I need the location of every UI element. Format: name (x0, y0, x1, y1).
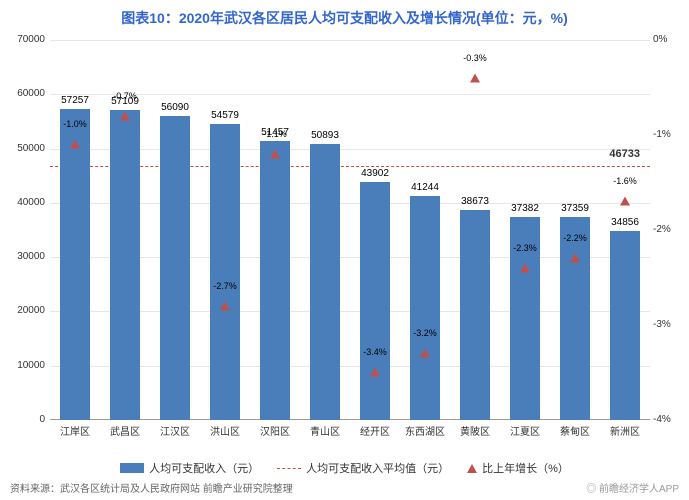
watermark-text: ◎ 前瞻经济学人APP (586, 480, 679, 495)
y-right-tick: -4% (653, 414, 685, 425)
legend-avg-swatch (277, 468, 301, 469)
growth-label: -1.6% (605, 176, 645, 186)
bar-value-label: 37382 (500, 203, 550, 214)
bar (310, 144, 340, 420)
growth-marker (70, 140, 80, 149)
bar-value-label: 41244 (400, 182, 450, 193)
bar (160, 116, 190, 420)
chart-area: 010000200003000040000500006000070000-4%-… (50, 40, 650, 420)
growth-label: -1.1% (255, 129, 295, 139)
bar-group: 51457汉阳区 (253, 40, 298, 420)
legend-avg-label: 人均可支配收入平均值（元） (306, 460, 449, 476)
bar (260, 141, 290, 420)
bar (210, 124, 240, 420)
growth-marker (370, 368, 380, 377)
legend-growth-label: 比上年增长（%） (482, 460, 569, 476)
growth-label: -1.0% (55, 119, 95, 129)
bar-value-label: 34856 (600, 217, 650, 228)
bar-value-label: 54579 (200, 110, 250, 121)
growth-label: -3.2% (405, 328, 445, 338)
x-category-label: 江岸区 (50, 423, 100, 438)
growth-marker (420, 349, 430, 358)
growth-marker (220, 301, 230, 310)
x-category-label: 新洲区 (600, 423, 650, 438)
y-left-tick: 20000 (10, 305, 45, 316)
x-category-label: 洪山区 (200, 423, 250, 438)
y-left-tick: 40000 (10, 197, 45, 208)
bar-value-label: 56090 (150, 102, 200, 113)
growth-label: -2.3% (505, 243, 545, 253)
x-category-label: 汉阳区 (250, 423, 300, 438)
bar-group: 56090江汉区 (153, 40, 198, 420)
x-category-label: 蔡甸区 (550, 423, 600, 438)
growth-marker (520, 263, 530, 272)
bar (560, 217, 590, 420)
y-left-tick: 50000 (10, 143, 45, 154)
source-text: 资料来源：武汉各区统计局及人民政府网站 前瞻产业研究院整理 (10, 480, 293, 495)
x-category-label: 江夏区 (500, 423, 550, 438)
growth-marker (570, 254, 580, 263)
chart-title: 图表10：2020年武汉各区居民人均可支配收入及增长情况(单位：元，%) (0, 0, 689, 28)
legend: 人均可支配收入（元） 人均可支配收入平均值（元） 比上年增长（%） (0, 460, 689, 476)
y-right-tick: 0% (653, 34, 685, 45)
bar (460, 210, 490, 420)
bar-group: 57257江岸区 (53, 40, 98, 420)
bar (60, 109, 90, 420)
growth-label: -3.4% (355, 347, 395, 357)
bar (610, 231, 640, 420)
bar (110, 110, 140, 420)
legend-growth: 比上年增长（%） (467, 460, 569, 476)
y-left-tick: 70000 (10, 34, 45, 45)
x-category-label: 武昌区 (100, 423, 150, 438)
bar-group: 37359蔡甸区 (553, 40, 598, 420)
y-right-tick: -3% (653, 319, 685, 330)
bar-value-label: 37359 (550, 203, 600, 214)
legend-bar-swatch (120, 463, 144, 473)
y-right-tick: -2% (653, 224, 685, 235)
y-left-tick: 60000 (10, 88, 45, 99)
growth-label: -0.3% (455, 53, 495, 63)
legend-bar: 人均可支配收入（元） (120, 460, 259, 476)
legend-growth-swatch (467, 464, 477, 473)
x-category-label: 东西湖区 (400, 423, 450, 438)
bar-group: 34856新洲区 (603, 40, 648, 420)
y-right-tick: -1% (653, 129, 685, 140)
legend-bar-label: 人均可支配收入（元） (149, 460, 259, 476)
bar-group: 37382江夏区 (503, 40, 548, 420)
y-left-tick: 0 (10, 414, 45, 425)
growth-label: -0.7% (105, 91, 145, 101)
growth-label: -2.7% (205, 281, 245, 291)
plot-region: 010000200003000040000500006000070000-4%-… (50, 40, 650, 420)
y-left-tick: 10000 (10, 360, 45, 371)
growth-marker (120, 111, 130, 120)
bar-group: 50893青山区 (303, 40, 348, 420)
bar (360, 182, 390, 420)
x-category-label: 经开区 (350, 423, 400, 438)
growth-marker (270, 149, 280, 158)
x-category-label: 黄陂区 (450, 423, 500, 438)
bar-group: 54579洪山区 (203, 40, 248, 420)
y-left-tick: 30000 (10, 251, 45, 262)
growth-marker (470, 73, 480, 82)
x-category-label: 青山区 (300, 423, 350, 438)
bar-group: 43902经开区 (353, 40, 398, 420)
bar-value-label: 57257 (50, 95, 100, 106)
bar-value-label: 38673 (450, 196, 500, 207)
x-category-label: 江汉区 (150, 423, 200, 438)
bar-value-label: 43902 (350, 168, 400, 179)
growth-label: -2.2% (555, 233, 595, 243)
bar-value-label: 50893 (300, 130, 350, 141)
bar-group: 38673黄陂区 (453, 40, 498, 420)
bar-group: 41244东西湖区 (403, 40, 448, 420)
growth-marker (620, 197, 630, 206)
legend-avg: 人均可支配收入平均值（元） (277, 460, 449, 476)
bar (410, 196, 440, 420)
